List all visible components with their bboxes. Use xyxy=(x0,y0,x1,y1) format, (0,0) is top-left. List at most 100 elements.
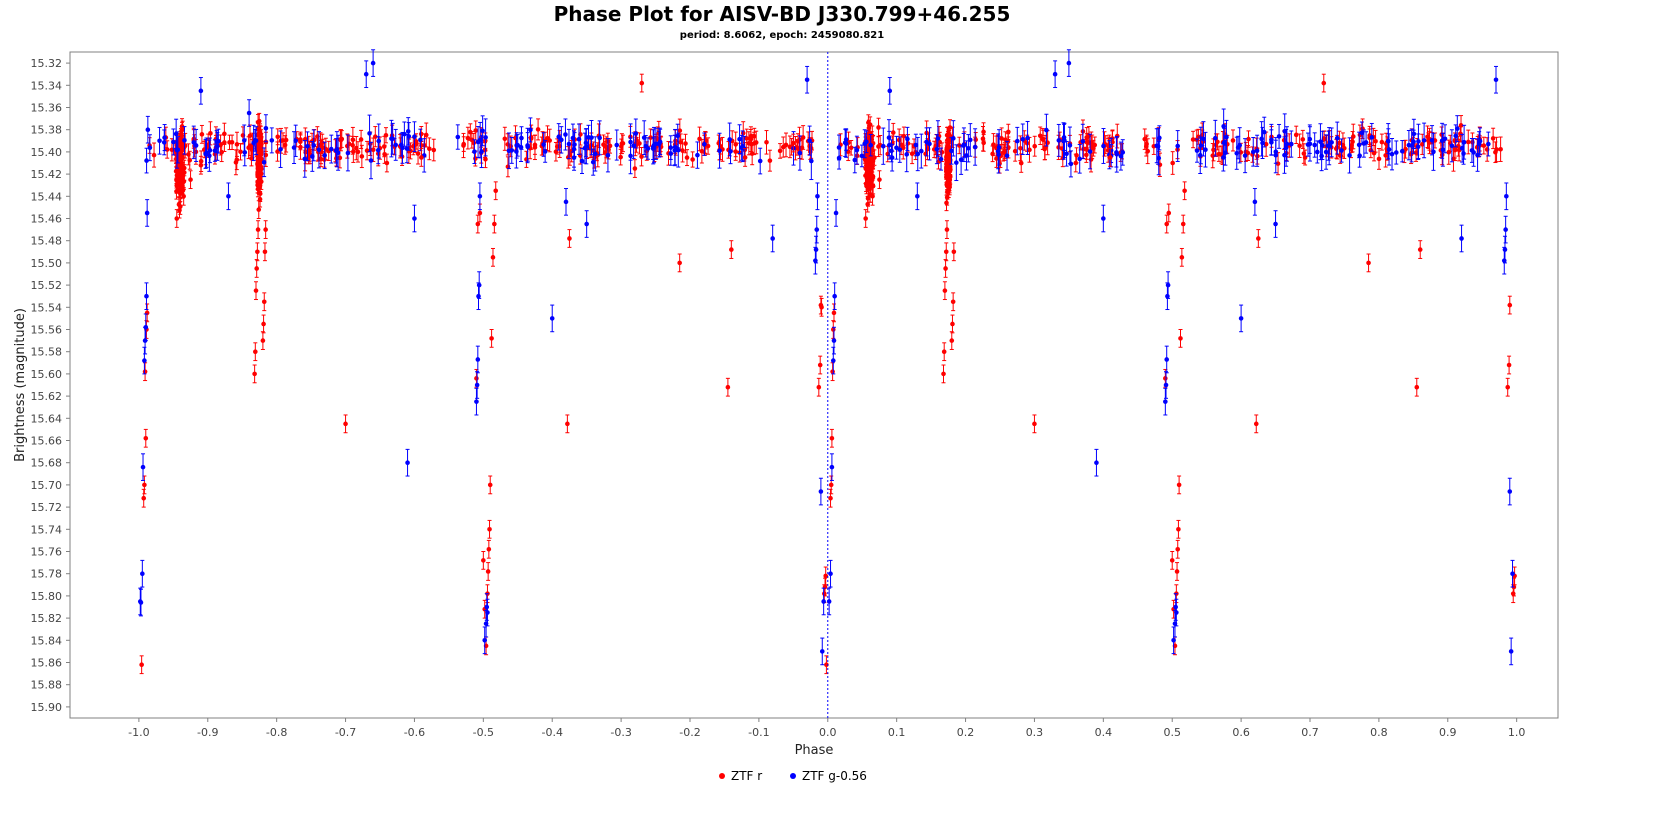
ztf-g-point xyxy=(1276,123,1282,149)
data-point xyxy=(913,142,919,148)
data-point xyxy=(1012,148,1018,154)
data-point xyxy=(1018,160,1024,166)
ztf-r-point xyxy=(1465,129,1471,155)
data-point xyxy=(876,125,881,130)
data-point xyxy=(1142,136,1148,142)
data-point xyxy=(406,134,412,139)
data-point xyxy=(740,130,746,136)
data-point xyxy=(645,146,651,151)
ztf-r-point xyxy=(1376,148,1382,170)
data-point xyxy=(177,138,182,144)
ztf-g-point xyxy=(807,125,812,156)
ztf-r-point xyxy=(648,128,653,147)
data-point xyxy=(176,202,182,207)
data-point xyxy=(318,156,324,162)
ztf-r-point xyxy=(991,133,996,157)
data-point xyxy=(469,137,475,143)
data-point xyxy=(1289,141,1294,147)
data-point xyxy=(1490,136,1496,141)
ztf-r-point xyxy=(1373,129,1378,153)
ztf-r-point xyxy=(199,124,205,144)
data-point xyxy=(263,125,269,131)
data-point xyxy=(222,131,227,137)
data-point xyxy=(764,140,769,145)
data-point xyxy=(961,142,967,148)
data-point xyxy=(1320,143,1325,148)
ztf-g-point xyxy=(1323,134,1329,170)
data-point xyxy=(1373,138,1378,144)
ztf-g-point xyxy=(1020,123,1026,155)
ztf-r-point xyxy=(619,138,624,155)
ztf-g-point xyxy=(171,128,176,156)
ztf-r-point xyxy=(1413,143,1419,162)
ztf-r-point xyxy=(547,128,552,153)
data-point xyxy=(1273,149,1279,155)
data-point xyxy=(697,136,702,142)
ztf-g-point xyxy=(1254,134,1260,167)
data-point xyxy=(807,138,812,143)
data-point xyxy=(896,137,902,143)
ztf-r-point xyxy=(350,126,356,153)
data-point xyxy=(909,151,915,157)
data-point xyxy=(305,143,310,149)
ztf-r-point xyxy=(1494,136,1499,163)
ztf-g-point xyxy=(1320,130,1325,160)
data-point xyxy=(777,148,783,154)
ztf-r-point xyxy=(431,138,437,162)
ztf-r-point xyxy=(354,136,359,161)
ztf-g-point xyxy=(1101,128,1106,164)
data-point xyxy=(393,142,399,148)
plot-area xyxy=(69,51,1559,719)
ztf-g-point xyxy=(368,141,374,180)
data-point xyxy=(1020,136,1026,142)
ztf-g-point xyxy=(915,136,921,172)
data-point xyxy=(1399,148,1405,154)
ztf-g-point xyxy=(1429,125,1435,156)
data-point xyxy=(559,137,564,143)
data-point xyxy=(419,143,424,148)
chart-subtitle: period: 8.6062, epoch: 2459080.821 xyxy=(680,30,884,41)
data-point xyxy=(864,162,869,168)
ztf-r-point xyxy=(1190,130,1196,149)
ztf-g-point xyxy=(242,138,248,167)
ztf-g-point xyxy=(641,120,647,156)
data-point xyxy=(1333,146,1339,152)
ztf-r-point xyxy=(219,142,224,163)
ztf-r-point xyxy=(370,137,376,162)
data-point xyxy=(368,158,374,163)
data-point xyxy=(702,141,707,147)
data-point xyxy=(1042,146,1047,152)
ztf-r-point xyxy=(767,149,773,172)
data-point xyxy=(1498,146,1503,152)
ztf-g-point xyxy=(528,117,533,143)
data-point xyxy=(171,139,176,145)
ztf-g-point xyxy=(479,135,484,169)
data-point xyxy=(618,154,623,160)
ztf-g-point xyxy=(480,115,485,147)
ztf-r-point xyxy=(865,190,871,207)
data-point xyxy=(919,148,924,154)
data-point xyxy=(1363,140,1369,145)
data-point xyxy=(751,133,757,139)
data-point xyxy=(867,166,873,171)
data-point xyxy=(1006,129,1011,135)
ztf-r-point xyxy=(618,148,623,166)
data-point xyxy=(866,125,872,131)
data-point xyxy=(247,133,253,139)
ztf-g-point xyxy=(1307,124,1313,154)
data-point xyxy=(744,136,749,141)
ztf-r-point xyxy=(876,117,881,138)
data-point xyxy=(1216,151,1222,157)
data-point xyxy=(605,152,611,158)
data-point xyxy=(427,146,432,152)
data-point xyxy=(1421,138,1427,143)
ztf-g-point xyxy=(1289,130,1294,158)
ztf-g-point xyxy=(597,120,602,156)
data-point xyxy=(1323,149,1329,155)
ztf-r-point xyxy=(1042,137,1047,161)
ztf-r-point xyxy=(1350,131,1355,153)
data-point xyxy=(199,132,205,137)
data-point xyxy=(179,124,185,129)
data-point xyxy=(319,140,325,146)
ztf-r-point xyxy=(359,144,365,169)
